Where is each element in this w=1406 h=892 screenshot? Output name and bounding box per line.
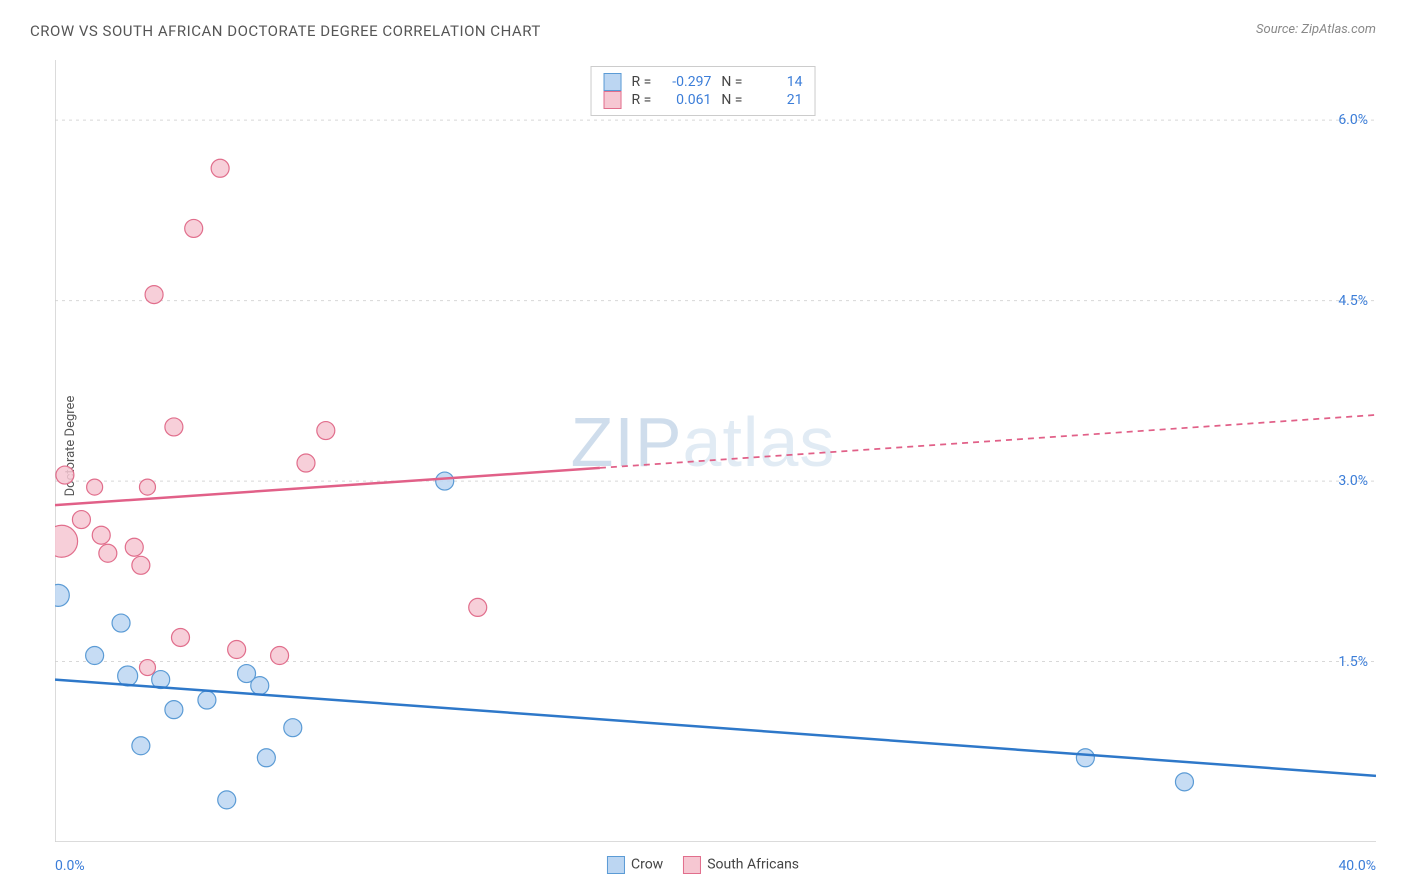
- swatch-crow: [604, 73, 622, 91]
- y-tick-label: 6.0%: [1338, 112, 1368, 128]
- n-value-south-africans: 21: [752, 92, 802, 108]
- legend-item-crow: Crow: [607, 856, 663, 874]
- series-legend: Crow South Africans: [607, 856, 799, 874]
- legend-swatch-south-africans: [683, 856, 701, 874]
- legend-swatch-crow: [607, 856, 625, 874]
- legend-item-south-africans: South Africans: [683, 856, 799, 874]
- legend-label-crow: Crow: [631, 857, 663, 873]
- legend-label-south-africans: South Africans: [707, 857, 799, 873]
- stats-legend: R = -0.297 N = 14 R = 0.061 N = 21: [591, 66, 816, 116]
- y-tick-label: 3.0%: [1338, 473, 1368, 489]
- r-value-crow: -0.297: [661, 74, 711, 90]
- r-value-south-africans: 0.061: [661, 92, 711, 108]
- chart-title: CROW VS SOUTH AFRICAN DOCTORATE DEGREE C…: [30, 22, 541, 40]
- stats-row-south-africans: R = 0.061 N = 21: [604, 91, 803, 109]
- stats-row-crow: R = -0.297 N = 14: [604, 73, 803, 91]
- y-tick-label: 4.5%: [1338, 293, 1368, 309]
- swatch-south-africans: [604, 91, 622, 109]
- y-tick-label: 1.5%: [1338, 654, 1368, 670]
- source-attribution: Source: ZipAtlas.com: [1256, 22, 1376, 37]
- x-axis-min-label: 0.0%: [55, 858, 85, 874]
- scatter-plot-svg: [55, 60, 1376, 842]
- chart-container: CROW VS SOUTH AFRICAN DOCTORATE DEGREE C…: [0, 0, 1406, 892]
- n-value-crow: 14: [752, 74, 802, 90]
- x-axis-max-label: 40.0%: [1338, 858, 1376, 874]
- plot-area: [55, 60, 1376, 842]
